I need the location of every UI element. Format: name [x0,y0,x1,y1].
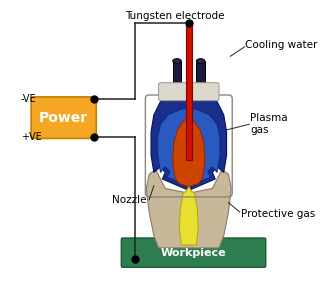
Polygon shape [151,90,227,190]
Text: +VE: +VE [21,132,41,141]
Ellipse shape [173,59,181,63]
Ellipse shape [196,59,205,63]
FancyBboxPatch shape [159,83,219,101]
Text: Power: Power [39,111,88,125]
FancyBboxPatch shape [121,238,266,267]
Bar [196,61,205,99]
Polygon shape [146,170,231,248]
Text: -VE: -VE [21,94,37,104]
FancyBboxPatch shape [31,97,96,139]
Text: Nozzle: Nozzle [112,195,146,205]
Text: Tungsten electrode: Tungsten electrode [125,11,224,21]
Bar [186,23,191,160]
Bar [173,61,181,99]
Polygon shape [158,108,220,187]
Text: Workpiece: Workpiece [161,248,226,258]
Text: Plasma
gas: Plasma gas [250,113,288,135]
Polygon shape [173,118,205,187]
Polygon shape [179,187,198,245]
Text: Cooling water: Cooling water [245,40,318,50]
Text: Protective gas: Protective gas [241,209,315,219]
